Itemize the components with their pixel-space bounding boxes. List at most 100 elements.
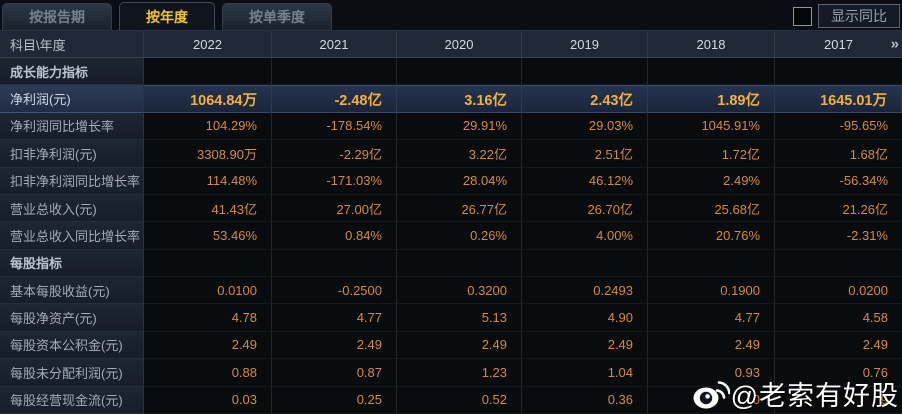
year-header-2019: 2019: [522, 31, 648, 57]
period-tab-bar: 按报告期 按年度 按单季度 显示同比: [0, 0, 902, 30]
value-cell: 0.3200: [397, 277, 522, 305]
value-cell: 0.84%: [272, 222, 397, 250]
value-cell: 26.70亿: [522, 194, 648, 223]
value-cell: [522, 249, 648, 277]
value-cell: 104.29%: [144, 112, 272, 141]
value-cell: 0.26%: [397, 222, 522, 250]
value-cell: 1.72亿: [648, 140, 775, 168]
row-label: 扣非净利润同比增长率: [0, 167, 144, 195]
value-cell: 2.43亿: [522, 85, 648, 113]
section-row[interactable]: 成长能力指标: [0, 58, 902, 86]
year-header-2021: 2021: [272, 31, 397, 57]
value-cell: 2.49: [648, 331, 775, 360]
value-cell: 0.88: [144, 359, 272, 387]
row-label: 每股指标: [0, 249, 144, 277]
table-row[interactable]: 扣非净利润同比增长率 114.48% -171.03% 28.04% 46.12% 2.4…: [0, 167, 902, 195]
table-body: 成长能力指标 净利润(元) 1064.84万 -2.48亿 3.16亿 2.43亿 1.89…: [0, 58, 902, 414]
table-row[interactable]: 每股资本公积金(元) 2.49 2.49 2.49 2.49 2.49 2.49: [0, 331, 902, 360]
value-cell: 0.52: [397, 386, 522, 414]
table-row[interactable]: 扣非净利润(元) 3308.90万 -2.29亿 3.22亿 2.51亿 1.72亿 1.6…: [0, 140, 902, 168]
value-cell: 4.00%: [522, 222, 648, 250]
value-cell: 0.1900: [648, 277, 775, 305]
table-row[interactable]: 净利润同比增长率 104.29% -178.54% 29.91% 29.03% 1045.…: [0, 112, 902, 141]
table-row[interactable]: 营业总收入同比增长率 53.46% 0.84% 0.26% 4.00% 20.76% -2.…: [0, 222, 902, 250]
value-cell: -56.34%: [775, 167, 902, 195]
value-cell: -2.48亿: [272, 85, 397, 113]
year-header-2020: 2020: [397, 31, 522, 57]
value-cell: [522, 58, 648, 86]
value-cell: 0: [648, 386, 775, 414]
value-cell: 1.89亿: [648, 85, 775, 113]
value-cell: -0.2500: [272, 277, 397, 305]
value-cell: 4.90: [522, 304, 648, 332]
value-cell: 4.77: [272, 304, 397, 332]
value-cell: [648, 249, 775, 277]
row-label: 基本每股收益(元): [0, 277, 144, 305]
value-cell: 0.0200: [775, 277, 902, 305]
corner-header: 科目\年度: [0, 31, 144, 57]
value-cell: 5.13: [397, 304, 522, 332]
section-row[interactable]: 每股指标: [0, 249, 902, 277]
row-label: 净利润同比增长率: [0, 112, 144, 141]
value-cell: 4.77: [648, 304, 775, 332]
value-cell: 2.49: [522, 331, 648, 360]
row-label: 净利润(元): [0, 85, 144, 113]
value-cell: [144, 249, 272, 277]
row-label: 营业总收入(元): [0, 194, 144, 223]
value-cell: [648, 58, 775, 86]
value-cell: 0.2493: [522, 277, 648, 305]
value-cell: -2.31%: [775, 222, 902, 250]
tab-by-single-quarter[interactable]: 按单季度: [222, 3, 332, 30]
value-cell: 21.26亿: [775, 194, 902, 223]
value-cell: 1064.84万: [144, 85, 272, 113]
value-cell: 4.78: [144, 304, 272, 332]
table-header-row: 科目\年度 2022 2021 2020 2019 2018 2017 »: [0, 30, 902, 58]
value-cell: 1645.01万: [775, 85, 902, 113]
value-cell: 0.36: [522, 386, 648, 414]
value-cell: 1.04: [522, 359, 648, 387]
table-row[interactable]: 每股未分配利润(元) 0.88 0.87 1.23 1.04 0.93 0.76: [0, 359, 902, 387]
value-cell: [775, 249, 902, 277]
value-cell: 46.12%: [522, 167, 648, 195]
table-row[interactable]: 基本每股收益(元) 0.0100 -0.2500 0.3200 0.2493 0.1900…: [0, 277, 902, 305]
value-cell: 53.46%: [144, 222, 272, 250]
row-label: 扣非净利润(元): [0, 140, 144, 168]
show-yoy-label[interactable]: 显示同比: [818, 4, 900, 28]
value-cell: 2.49: [397, 331, 522, 360]
value-cell: 25.68亿: [648, 194, 775, 223]
value-cell: 3308.90万: [144, 140, 272, 168]
value-cell: 0.0100: [144, 277, 272, 305]
more-years-chevron-icon[interactable]: »: [890, 35, 899, 53]
value-cell: -171.03%: [272, 167, 397, 195]
value-cell: [144, 58, 272, 86]
value-cell: 26.77亿: [397, 194, 522, 223]
value-cell: 2.49: [144, 331, 272, 360]
value-cell: 1.23: [397, 359, 522, 387]
value-cell: 0.87: [272, 359, 397, 387]
value-cell: 4.58: [775, 304, 902, 332]
table-row[interactable]: 每股净资产(元) 4.78 4.77 5.13 4.90 4.77 4.58: [0, 304, 902, 332]
value-cell: 1045.91%: [648, 112, 775, 141]
value-cell: 41.43亿: [144, 194, 272, 223]
table-row[interactable]: 净利润(元) 1064.84万 -2.48亿 3.16亿 2.43亿 1.89亿 1645.…: [0, 85, 902, 113]
row-label: 成长能力指标: [0, 58, 144, 86]
year-header-2018: 2018: [648, 31, 775, 57]
value-cell: -2.29亿: [272, 140, 397, 168]
year-header-2017-label: 2017: [824, 36, 853, 52]
value-cell: 27.00亿: [272, 194, 397, 223]
table-row[interactable]: 每股经营现金流(元) 0.03 0.25 0.52 0.36 0 9: [0, 386, 902, 414]
tab-by-year[interactable]: 按年度: [119, 2, 215, 30]
value-cell: -178.54%: [272, 112, 397, 141]
value-cell: [397, 58, 522, 86]
value-cell: 2.51亿: [522, 140, 648, 168]
value-cell: 3.22亿: [397, 140, 522, 168]
row-label: 每股资本公积金(元): [0, 331, 144, 360]
tab-by-report-period[interactable]: 按报告期: [2, 3, 112, 30]
value-cell: -95.65%: [775, 112, 902, 141]
table-row[interactable]: 营业总收入(元) 41.43亿 27.00亿 26.77亿 26.70亿 25.68亿 21…: [0, 194, 902, 223]
value-cell: 2.49: [775, 331, 902, 360]
value-cell: 29.03%: [522, 112, 648, 141]
value-cell: 3.16亿: [397, 85, 522, 113]
show-yoy-checkbox[interactable]: [793, 7, 812, 26]
